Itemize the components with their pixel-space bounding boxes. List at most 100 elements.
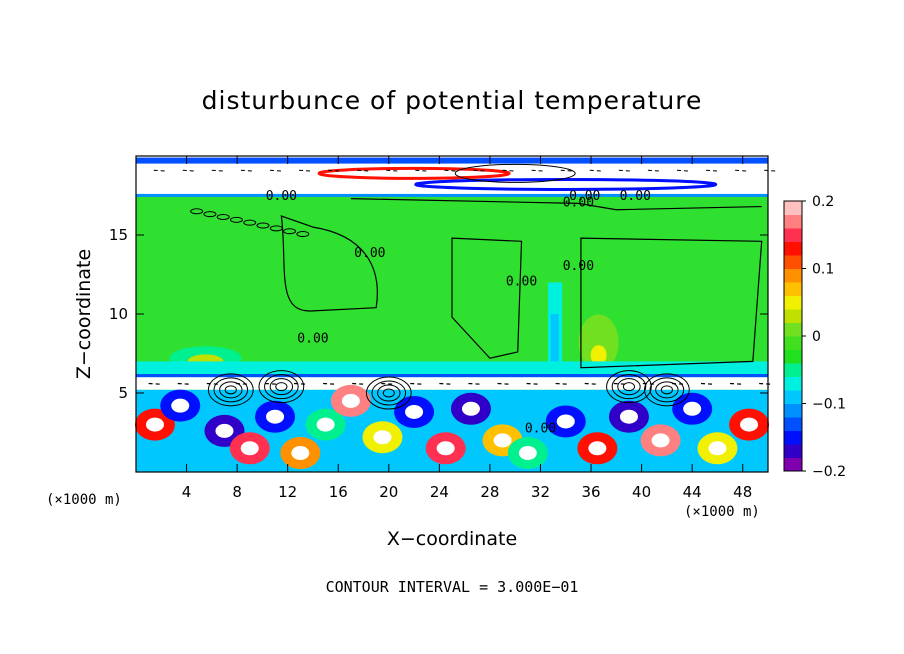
colorbar-swatch <box>784 228 802 242</box>
negative-contour-fragment <box>555 382 570 385</box>
turbulence-cell-core <box>291 446 310 461</box>
turbulence-cell-core <box>266 409 285 424</box>
wave-contour-loop <box>190 208 204 215</box>
colorbar-swatch <box>784 201 802 215</box>
negative-contour-fragment <box>531 169 544 172</box>
negative-contour-fragment <box>468 382 483 385</box>
colorbar-swatch <box>784 295 802 310</box>
colorbar-swatch <box>784 309 802 323</box>
negative-contour-fragment <box>153 169 166 172</box>
x-tick-label: 32 <box>531 483 550 501</box>
thermal-contour <box>382 388 395 398</box>
x-tick-label: 28 <box>480 483 499 501</box>
upper-band-blue <box>136 157 768 164</box>
negative-contour-fragment <box>473 169 485 172</box>
thermal-contour <box>269 378 294 396</box>
turbulence-cell-core <box>436 441 455 456</box>
thermal-contour <box>643 373 690 407</box>
patch-yellow-right <box>578 314 619 371</box>
band-blue <box>136 374 768 379</box>
colorbar-swatch <box>784 457 802 472</box>
negative-contour-fragment <box>328 169 340 172</box>
negative-contour-fragment <box>759 382 774 385</box>
x-tick-label: 48 <box>733 483 752 501</box>
turbulence-cell-core <box>240 441 259 456</box>
colorbar-swatch <box>784 390 802 404</box>
upper-band-lower-edge <box>136 193 768 197</box>
negative-contour-fragment <box>410 382 425 385</box>
turbulence-cell-core <box>215 423 234 438</box>
negative-contour-fragment <box>323 382 338 385</box>
negative-contour-fragment <box>706 169 718 172</box>
thermal-contour <box>371 380 407 406</box>
turbulence-cell-core <box>171 398 190 413</box>
colorbar-swatch <box>784 417 802 431</box>
x-tick-label: 8 <box>232 483 242 501</box>
thermal-contour <box>213 377 249 403</box>
patch-yellow-right-core <box>590 345 607 366</box>
x-tick-label: 40 <box>632 483 651 501</box>
x-tick-label: 16 <box>329 483 348 501</box>
wave-contour-loop <box>283 228 297 235</box>
negative-contour-fragment <box>148 382 163 385</box>
colorbar-swatch <box>784 444 802 458</box>
x-tick-label: 4 <box>182 483 192 501</box>
wave-contour-loop <box>269 225 283 232</box>
thermal-contour <box>224 385 237 395</box>
contour-label: 0.00 <box>569 189 600 204</box>
y-axis-label: Z−coordinate <box>73 248 95 380</box>
wave-contour-loop <box>216 213 230 220</box>
negative-contour-fragment <box>357 169 369 172</box>
x-tick-label: 12 <box>278 483 297 501</box>
x-axis-label: X−coordinate <box>386 528 518 550</box>
thermal-contour <box>617 378 641 396</box>
zero-contour-line <box>280 215 378 312</box>
turbulence-cell-core <box>341 393 360 408</box>
negative-contour-fragment <box>502 169 514 172</box>
contour-label: 0.00 <box>525 422 556 437</box>
negative-contour-fragment <box>182 169 195 172</box>
turbulence-cell-core <box>145 417 164 432</box>
thermal-contour <box>611 374 647 400</box>
x-tick-label: 44 <box>683 483 702 501</box>
negative-contour-fragment <box>299 169 311 172</box>
negative-contour-fragment <box>730 382 745 385</box>
colorbar-swatch <box>784 282 802 296</box>
turbulence-cell-core <box>588 441 607 456</box>
y-tick-label: 15 <box>109 226 128 244</box>
thermal-contour <box>606 370 652 404</box>
colorbar-swatch <box>784 349 802 364</box>
turbulence-cell-core <box>619 409 638 424</box>
negative-contour-fragment <box>264 382 279 385</box>
thermal-contour <box>660 385 673 395</box>
negative-contour-fragment <box>206 382 221 385</box>
colorbar-tick-label: −0.2 <box>812 464 846 480</box>
negative-contour-fragment <box>618 169 631 172</box>
negative-contour-fragment <box>613 382 628 385</box>
negative-contour-fragment <box>415 169 427 172</box>
turbulence-cell-core <box>493 433 512 448</box>
turbulence-cell-core <box>708 441 727 456</box>
contour-label: 0.00 <box>266 189 297 204</box>
negative-contour-fragment <box>439 382 454 385</box>
negative-contour-fragment <box>386 169 398 172</box>
negative-contour-fragment <box>444 169 456 172</box>
band-cyan <box>136 361 768 375</box>
contour-label: 0.00 <box>563 196 594 211</box>
band-white <box>136 377 768 390</box>
negative-contour-fragment <box>381 382 396 385</box>
colorbar-tick-label: 0.2 <box>812 194 834 210</box>
turbulence-cell-core <box>740 417 759 432</box>
negative-contour-fragment <box>211 169 224 172</box>
wave-contour-loop <box>203 211 217 218</box>
wave-contour-loop <box>229 216 243 223</box>
thermal-contour <box>377 384 401 402</box>
turbulence-cell-core <box>316 417 335 432</box>
negative-contour-fragment <box>735 169 747 172</box>
plume-cyan-core <box>550 314 559 378</box>
wave-contour-loop <box>256 222 270 229</box>
negative-contour-fragment <box>293 382 308 385</box>
wave-contour-loop <box>296 231 310 238</box>
thermal-contour <box>219 381 243 399</box>
